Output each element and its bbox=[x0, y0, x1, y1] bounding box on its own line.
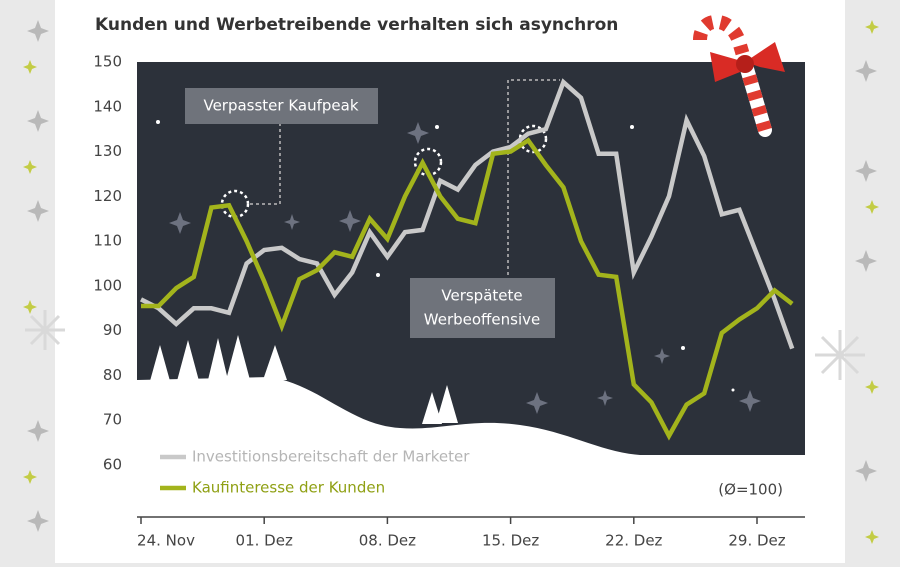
note: (Ø=100) bbox=[718, 481, 783, 499]
chart-title: Kunden und Werbetreibende verhalten sich… bbox=[95, 15, 618, 35]
annotation: Werbeoffensive bbox=[424, 311, 540, 329]
series-line bbox=[141, 137, 794, 441]
y-tick-label: 110 bbox=[93, 232, 122, 250]
x-tick-label: 24. Nov bbox=[137, 532, 195, 550]
legend-label: Investitionsbereitschaft der Marketer bbox=[192, 448, 470, 466]
y-tick-label: 120 bbox=[93, 187, 122, 205]
annotation-connectors bbox=[250, 79, 560, 275]
y-tick-label: 80 bbox=[103, 366, 122, 384]
x-tick-label: 01. Dez bbox=[236, 532, 293, 550]
annotation-box bbox=[410, 278, 555, 338]
y-tick-label: 150 bbox=[93, 53, 122, 71]
trees bbox=[150, 335, 458, 424]
y-tick-label: 100 bbox=[93, 276, 122, 294]
y-tick-label: 140 bbox=[93, 97, 122, 115]
x-tick-label: 15. Dez bbox=[482, 532, 539, 550]
candy-cane bbox=[693, 14, 785, 137]
y-tick-label: 70 bbox=[103, 411, 122, 429]
x-tick-label: 08. Dez bbox=[359, 532, 416, 550]
snowflakes bbox=[25, 310, 865, 380]
series-line bbox=[139, 78, 795, 350]
annotation: Verpasster Kaufpeak bbox=[203, 97, 358, 115]
y-tick-label: 90 bbox=[103, 321, 122, 339]
x-tick-label: 22. Dez bbox=[605, 532, 662, 550]
annotation-box bbox=[185, 88, 378, 124]
y-tick-label: 60 bbox=[103, 456, 122, 474]
annotation: Verspätete bbox=[441, 287, 522, 305]
sky-sparkles bbox=[156, 120, 735, 392]
y-tick-label: 130 bbox=[93, 142, 122, 160]
legend-label: Kaufinteresse der Kunden bbox=[192, 479, 385, 497]
snow-hill bbox=[137, 377, 805, 517]
x-tick-label: 29. Dez bbox=[728, 532, 785, 550]
